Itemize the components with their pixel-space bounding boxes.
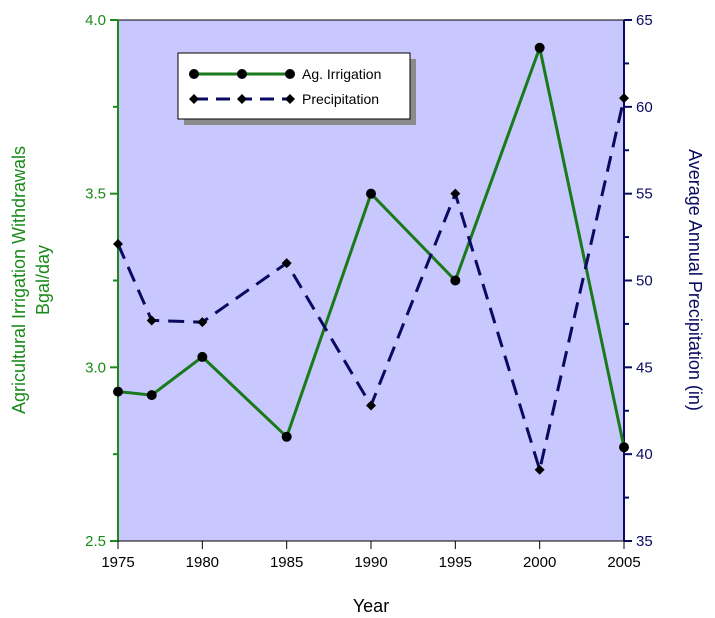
data-point-precipitation (281, 258, 292, 269)
right-axis-tick-label: 40 (636, 446, 653, 463)
legend-marker-irrigation (237, 69, 247, 79)
legend-marker-precipitation (285, 94, 295, 104)
data-point-precipitation (146, 315, 157, 326)
right-axis-tick-label: 60 (636, 99, 653, 116)
data-point-irrigation (619, 442, 629, 453)
data-point-precipitation (450, 188, 461, 199)
data-point-irrigation (281, 431, 292, 442)
x-axis-tick-label: 1985 (270, 554, 303, 571)
left-axis-tick-label: 3.0 (85, 359, 106, 376)
left-axis-tick-label: 2.5 (85, 533, 106, 550)
left-axis-title-line1: Agricultural Irrigation Withdrawals (9, 146, 29, 414)
right-axis-tick-label: 35 (636, 533, 653, 550)
left-axis-tick-label: 4.0 (85, 12, 106, 29)
legend-marker-irrigation (285, 69, 295, 79)
data-point-irrigation (197, 351, 208, 362)
legend: Ag. Irrigation Precipitation (177, 52, 416, 125)
legend-marker-precipitation (237, 94, 247, 104)
x-axis-tick-label: 1975 (101, 554, 134, 571)
data-point-precipitation (366, 400, 376, 411)
x-axis-tick-label: 2000 (523, 554, 556, 571)
right-axis-tick-label: 55 (636, 186, 653, 203)
data-point-precipitation (197, 317, 208, 328)
left-axis-tick-label: 3.5 (85, 186, 106, 203)
data-point-irrigation (366, 188, 376, 199)
right-axis-tick-label: 50 (636, 273, 653, 290)
left-axis-title-line2: Bgal/day (33, 245, 53, 315)
data-point-precipitation (534, 464, 545, 475)
legend-marker-precipitation (189, 94, 199, 104)
legend-box (177, 52, 411, 120)
legend-marker-irrigation (189, 69, 199, 79)
legend-label-irrigation: Ag. Irrigation (302, 66, 381, 82)
x-axis-tick-label: 1980 (186, 554, 219, 571)
data-point-precipitation (113, 239, 123, 250)
data-point-precipitation (619, 93, 629, 104)
x-axis-tick-label: 1990 (354, 554, 387, 571)
legend-label-precipitation: Precipitation (302, 91, 379, 107)
series-line-irrigation (117, 46, 626, 448)
right-axis-title: Average Annual Precipitation (in) (685, 149, 705, 411)
right-axis-tick-label: 65 (636, 12, 653, 29)
data-point-irrigation (534, 42, 545, 53)
x-axis-tick-label: 1995 (439, 554, 472, 571)
x-axis-tick-label: 2005 (607, 554, 640, 571)
data-point-irrigation (146, 390, 157, 401)
data-point-irrigation (450, 275, 461, 286)
right-axis-tick-label: 45 (636, 359, 653, 376)
data-point-irrigation (113, 386, 123, 397)
x-axis-title: Year (353, 596, 389, 616)
